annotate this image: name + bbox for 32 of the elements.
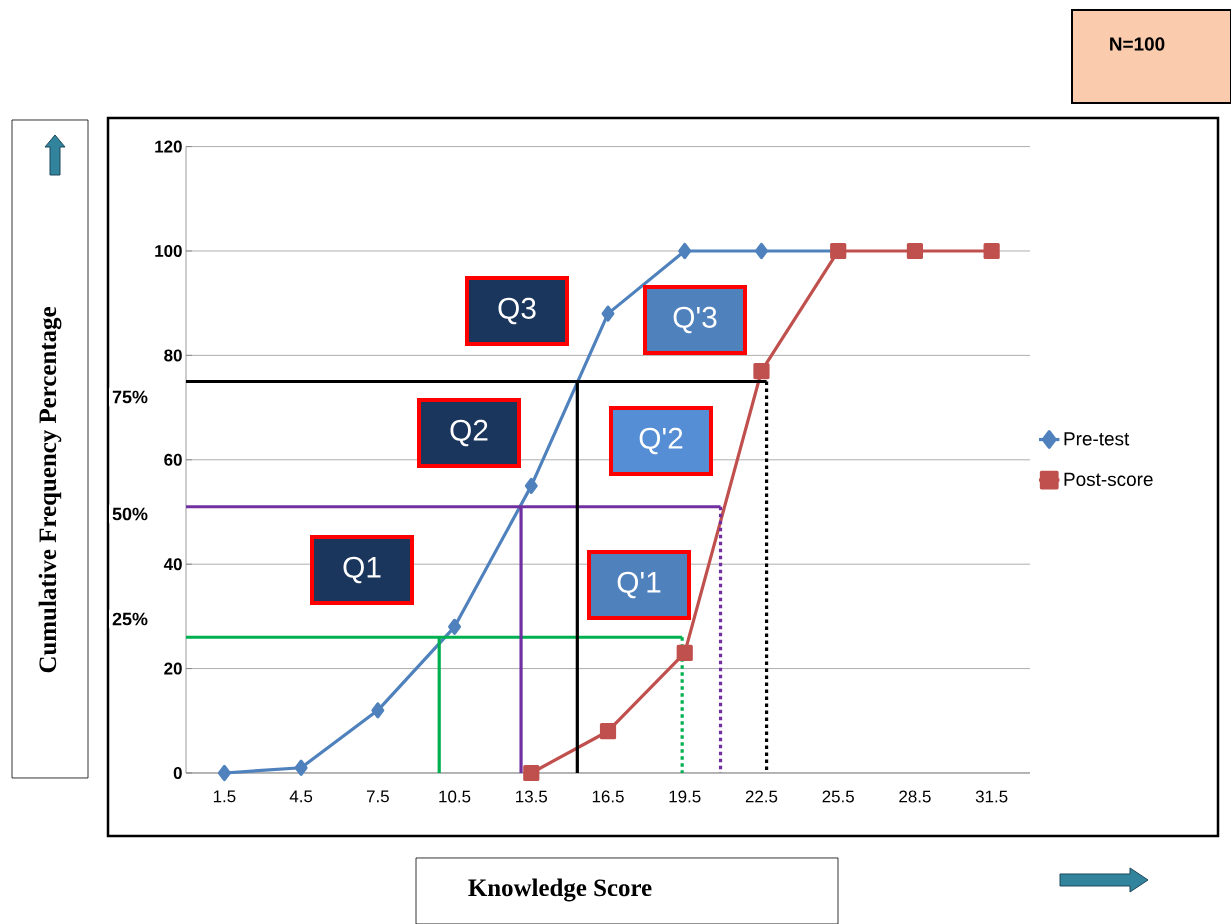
annotation: Q2: [450, 419, 488, 447]
x-tick-label: 25.5: [822, 790, 854, 803]
x-tick-label: 4.5: [289, 790, 313, 803]
annotation: Q'1: [617, 571, 661, 599]
x-tick-label: 19.5: [669, 790, 701, 803]
y-tick-label: 40: [163, 558, 182, 571]
text: N=100: [1110, 37, 1165, 51]
y-tick-label: 60: [164, 453, 182, 466]
x-tick-label: 31.5: [975, 790, 1008, 803]
x-tick-label: 22.5: [745, 790, 778, 803]
y-tick-label: 100: [155, 244, 182, 257]
y-tick-label: 80: [164, 349, 182, 362]
annotation: Q'3: [673, 306, 717, 334]
annotation: Q1: [343, 556, 381, 584]
legend-label: Post-score: [1064, 472, 1153, 486]
x-tick-label: 1.5: [213, 790, 236, 803]
x-tick-label: 13.5: [516, 790, 548, 803]
x-axis-title: Knowledge Score: [468, 878, 652, 902]
y-axis-title: Cumulative Frequency Percentage: [38, 307, 62, 673]
x-tick-label: 10.5: [439, 790, 471, 803]
text: 50%: [112, 507, 148, 521]
text: 25%: [112, 612, 148, 626]
x-tick-label: 7.5: [366, 790, 389, 803]
y-tick-label: 0: [173, 766, 182, 779]
legend-label: Pre-test: [1064, 432, 1130, 446]
x-tick-label: 16.5: [592, 790, 624, 803]
annotation: Q'2: [639, 427, 683, 455]
y-tick-label: 20: [164, 662, 182, 675]
annotation: Q3: [498, 297, 536, 325]
y-tick-label: 120: [155, 140, 182, 153]
x-tick-label: 28.5: [899, 790, 931, 803]
text: 75%: [112, 390, 148, 404]
